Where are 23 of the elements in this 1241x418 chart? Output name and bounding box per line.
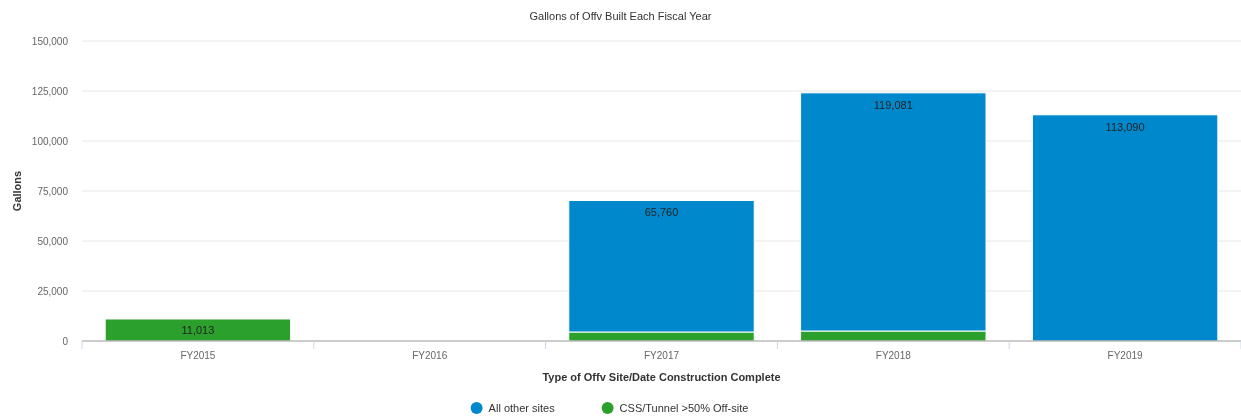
data-label: 65,760 [644,206,679,219]
x-tick-label: FY2018 [875,350,912,361]
legend-label: CSS/Tunnel >50% Off-site [619,402,749,414]
data-label: 113,090 [1105,120,1145,133]
y-tick-label: 0 [62,336,69,347]
y-axis-title: Gallons [11,170,23,212]
data-label: 11,013 [181,323,215,336]
x-tick-label: FY2017 [643,350,680,361]
x-tick-label: FY2016 [412,350,448,361]
y-tick-label: 50,000 [37,236,69,247]
x-tick-label: FY2019 [1107,350,1144,361]
y-tick-label: 75,000 [37,186,69,197]
bar [1031,114,1219,342]
y-tick-label: 25,000 [37,286,69,297]
y-tick-label: 150,000 [31,36,69,47]
chart-title: Gallons of Offv Built Each Fiscal Year [529,10,712,22]
x-tick-label: FY2015 [180,350,216,361]
bar [104,318,292,342]
y-tick-label: 125,000 [31,86,69,97]
legend-label: All other sites [488,402,556,414]
y-tick-label: 100,000 [31,136,69,147]
x-axis-title: Type of Offv Site/Date Construction Complete [542,371,781,383]
data-label: 119,081 [873,98,913,111]
